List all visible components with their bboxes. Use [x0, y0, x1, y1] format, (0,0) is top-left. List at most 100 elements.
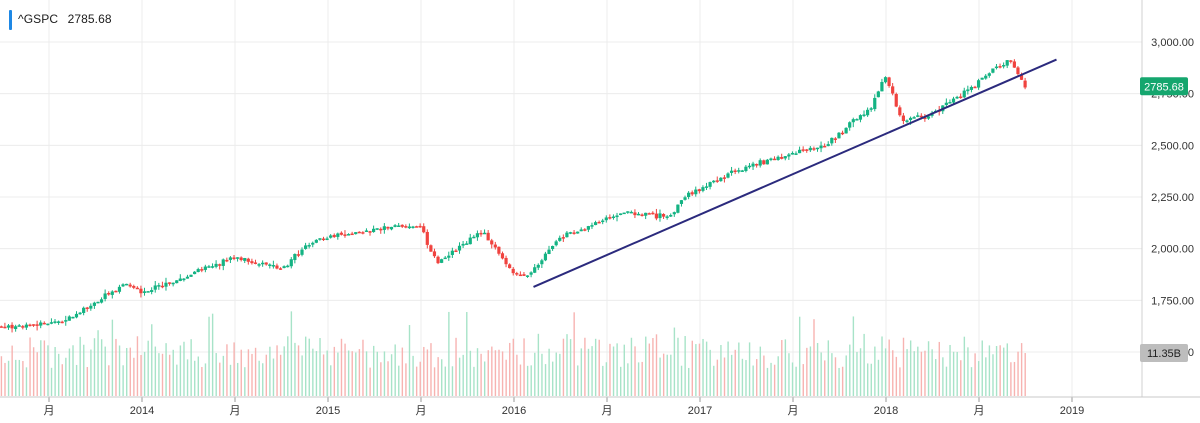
candle-body[interactable]	[404, 226, 408, 228]
candle-body[interactable]	[948, 102, 952, 104]
candle-body[interactable]	[690, 192, 694, 195]
candle-body[interactable]	[142, 291, 147, 293]
candle-body[interactable]	[504, 257, 508, 265]
candle-body[interactable]	[110, 291, 114, 295]
candle-body[interactable]	[776, 156, 780, 160]
candle-body[interactable]	[393, 225, 397, 227]
candle-body[interactable]	[321, 238, 326, 241]
candle-body[interactable]	[644, 212, 648, 216]
candle-body[interactable]	[719, 177, 723, 182]
candle-body[interactable]	[772, 158, 777, 161]
candle-body[interactable]	[436, 256, 440, 264]
candle-body[interactable]	[53, 321, 57, 323]
candle-body[interactable]	[329, 235, 333, 238]
candle-body[interactable]	[694, 189, 698, 195]
candle-body[interactable]	[758, 160, 762, 166]
candle-body[interactable]	[264, 262, 268, 265]
candle-body[interactable]	[669, 214, 673, 217]
candle-body[interactable]	[450, 250, 454, 255]
candle-body[interactable]	[844, 127, 848, 134]
candle-body[interactable]	[647, 213, 651, 215]
candle-body[interactable]	[783, 156, 787, 159]
candle-body[interactable]	[164, 282, 168, 287]
candle-body[interactable]	[636, 213, 641, 216]
candle-body[interactable]	[962, 90, 966, 98]
candle-body[interactable]	[232, 257, 236, 259]
candle-body[interactable]	[511, 268, 515, 274]
candle-body[interactable]	[601, 220, 605, 223]
candle-body[interactable]	[422, 226, 426, 233]
candle-body[interactable]	[250, 261, 254, 264]
candle-body[interactable]	[998, 66, 1002, 68]
candle-body[interactable]	[840, 132, 845, 135]
candle-body[interactable]	[597, 221, 601, 224]
candle-body[interactable]	[486, 232, 490, 241]
candle-body[interactable]	[780, 156, 784, 159]
candle-body[interactable]	[490, 240, 494, 245]
candle-body[interactable]	[239, 257, 243, 261]
candle-body[interactable]	[382, 226, 386, 230]
candle-body[interactable]	[429, 245, 433, 252]
candle-body[interactable]	[92, 302, 96, 306]
candle-body[interactable]	[518, 274, 522, 277]
candle-body[interactable]	[443, 257, 447, 260]
candle-body[interactable]	[737, 170, 741, 172]
candle-body[interactable]	[6, 325, 11, 328]
candle-body[interactable]	[332, 234, 336, 238]
candle-body[interactable]	[497, 246, 501, 254]
candle-body[interactable]	[959, 96, 963, 99]
candle-body[interactable]	[966, 89, 970, 92]
candle-body[interactable]	[103, 293, 107, 299]
candle-body[interactable]	[926, 116, 931, 119]
candle-body[interactable]	[311, 242, 315, 245]
candle-body[interactable]	[375, 228, 379, 230]
candle-body[interactable]	[615, 215, 619, 218]
candle-body[interactable]	[447, 255, 451, 258]
candle-body[interactable]	[153, 285, 157, 290]
candle-body[interactable]	[994, 66, 999, 69]
candlesticks[interactable]	[0, 59, 1027, 333]
candle-body[interactable]	[604, 217, 608, 221]
candle-body[interactable]	[472, 236, 476, 239]
candle-body[interactable]	[257, 264, 261, 266]
candle-body[interactable]	[39, 322, 43, 326]
candle-body[interactable]	[805, 149, 809, 151]
candle-body[interactable]	[171, 282, 175, 285]
candle-body[interactable]	[819, 145, 823, 149]
candle-body[interactable]	[261, 262, 265, 265]
candle-body[interactable]	[611, 216, 616, 219]
candle-body[interactable]	[432, 251, 437, 257]
candle-body[interactable]	[0, 326, 3, 328]
candle-body[interactable]	[837, 132, 841, 139]
candle-body[interactable]	[386, 226, 390, 229]
candle-body[interactable]	[354, 232, 358, 235]
candle-body[interactable]	[89, 305, 93, 309]
candle-body[interactable]	[969, 86, 974, 90]
candle-body[interactable]	[35, 324, 39, 326]
candle-body[interactable]	[586, 226, 590, 230]
candle-body[interactable]	[794, 153, 798, 155]
candle-body[interactable]	[976, 80, 981, 88]
candle-body[interactable]	[307, 245, 311, 247]
candle-body[interactable]	[253, 262, 258, 264]
candle-body[interactable]	[361, 232, 365, 234]
candle-body[interactable]	[225, 259, 229, 262]
candle-body[interactable]	[790, 152, 795, 155]
candle-body[interactable]	[565, 232, 569, 238]
candle-body[interactable]	[121, 284, 125, 287]
candle-body[interactable]	[862, 114, 866, 116]
candle-body[interactable]	[593, 222, 598, 226]
candle-body[interactable]	[114, 290, 118, 293]
candle-body[interactable]	[135, 287, 139, 290]
candle-body[interactable]	[554, 241, 558, 246]
candle-body[interactable]	[357, 231, 361, 234]
candle-body[interactable]	[67, 316, 71, 321]
candle-body[interactable]	[221, 259, 225, 266]
candle-body[interactable]	[389, 226, 394, 230]
candle-body[interactable]	[343, 234, 347, 236]
candle-body[interactable]	[848, 122, 852, 128]
candle-body[interactable]	[278, 268, 283, 270]
candle-body[interactable]	[905, 120, 909, 122]
candle-body[interactable]	[368, 231, 372, 233]
